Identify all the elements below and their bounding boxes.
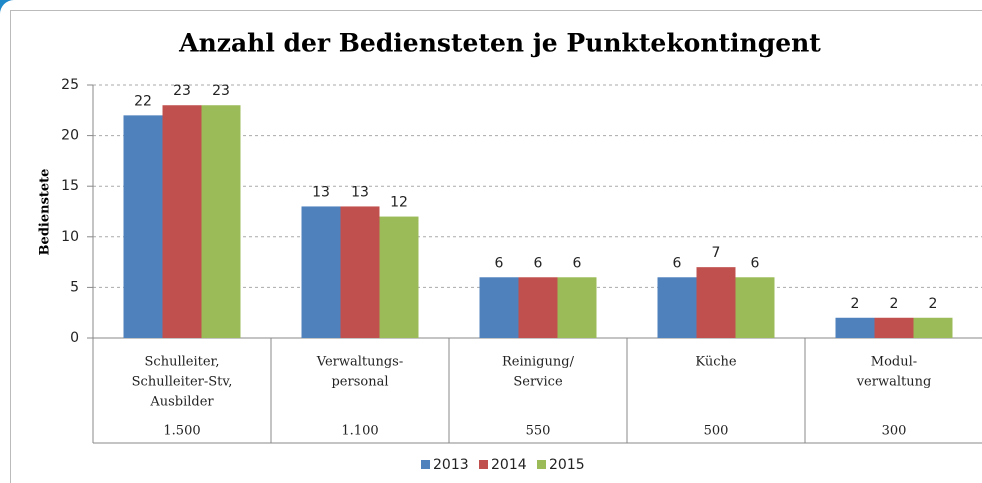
- bar: [340, 206, 380, 338]
- bar: [123, 115, 163, 338]
- x-tick-label: Schulleiter,: [145, 355, 220, 370]
- chart-title: Anzahl der Bediensteten je Punktekonting…: [178, 29, 821, 58]
- y-tick-label: 0: [70, 330, 79, 346]
- y-tick-label: 20: [61, 128, 79, 144]
- legend-label: 2015: [549, 457, 585, 473]
- bar: [479, 277, 519, 338]
- x-tick-label: verwaltung: [856, 375, 932, 390]
- x-tick-label: personal: [331, 375, 388, 390]
- value-label: 13: [312, 184, 330, 200]
- x-tick-label: Service: [513, 375, 563, 390]
- bar: [379, 216, 419, 338]
- legend-swatch: [421, 460, 430, 469]
- x-tick-label: Schulleiter-Stv,: [132, 375, 233, 390]
- bar: [913, 317, 953, 338]
- bar: [301, 206, 341, 338]
- category-points: 1.500: [163, 424, 200, 439]
- x-tick-label: Küche: [695, 355, 736, 370]
- x-tick-label: Modul-: [871, 355, 917, 370]
- y-tick-label: 25: [61, 77, 79, 93]
- value-label: 13: [351, 184, 369, 200]
- value-label: 6: [573, 255, 582, 271]
- legend-label: 2013: [433, 457, 469, 473]
- bar: [835, 317, 875, 338]
- legend-swatch: [479, 460, 488, 469]
- value-label: 12: [390, 195, 408, 211]
- x-tick-label: Verwaltungs-: [316, 355, 404, 370]
- bar: [162, 105, 202, 339]
- legend-swatch: [537, 460, 546, 469]
- bar: [518, 277, 558, 338]
- value-label: 7: [712, 245, 721, 261]
- y-axis-label: Bedienstete: [38, 169, 53, 256]
- y-tick-label: 5: [70, 279, 79, 295]
- bar: [657, 277, 697, 338]
- value-label: 2: [890, 296, 899, 312]
- value-label: 6: [673, 255, 682, 271]
- value-label: 6: [751, 255, 760, 271]
- value-label: 2: [929, 296, 938, 312]
- value-label: 2: [851, 296, 860, 312]
- bar: [735, 277, 775, 338]
- value-label: 6: [534, 255, 543, 271]
- bar: [557, 277, 597, 338]
- category-points: 500: [704, 424, 729, 439]
- x-tick-label: Ausbilder: [149, 395, 214, 410]
- x-tick-label: Reinigung/: [502, 355, 575, 370]
- category-points: 550: [526, 424, 551, 439]
- legend-label: 2014: [491, 457, 527, 473]
- value-label: 22: [134, 93, 152, 109]
- bar: [874, 317, 914, 338]
- value-label: 23: [212, 83, 230, 99]
- category-points: 300: [882, 424, 907, 439]
- category-points: 1.100: [341, 424, 378, 439]
- y-tick-label: 10: [61, 229, 79, 245]
- corner-icon: [0, 0, 14, 14]
- value-label: 23: [173, 83, 191, 99]
- bar: [696, 267, 736, 338]
- y-tick-label: 15: [61, 178, 79, 194]
- value-label: 6: [495, 255, 504, 271]
- bar: [201, 105, 241, 339]
- chart-frame: [10, 10, 982, 483]
